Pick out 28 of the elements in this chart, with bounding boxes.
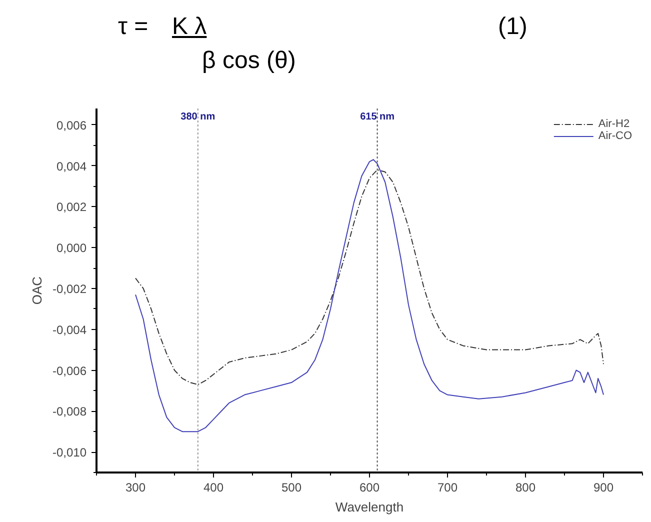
y-tick-label: 0,000: [56, 241, 87, 256]
y-tick-label: -0,002: [52, 282, 87, 296]
y-tick-label: -0,010: [52, 446, 87, 460]
y-tick-label: -0,008: [52, 404, 87, 419]
x-tick-label: 800: [515, 480, 536, 494]
y-tick-label: 0,004: [56, 159, 87, 174]
x-tick-label: 700: [437, 480, 458, 494]
legend-label: Air-H2: [598, 118, 630, 130]
ref-line-label: 615 nm: [360, 112, 395, 122]
x-tick-label: 300: [125, 480, 146, 494]
text: τ =: [118, 12, 148, 42]
x-tick-label: 500: [281, 480, 302, 494]
x-tick-label: 400: [203, 480, 224, 494]
y-tick-label: -0,004: [52, 322, 87, 337]
line-series: [135, 169, 604, 386]
text: (1): [498, 12, 528, 42]
x-axis-title: Wavelength: [335, 500, 404, 514]
y-tick-label: -0,006: [52, 364, 87, 378]
text: K λ: [172, 12, 207, 42]
ref-line-label: 380 nm: [180, 112, 216, 122]
x-tick-label: 600: [359, 480, 380, 494]
y-tick-label: 0,002: [56, 200, 87, 214]
legend-label: Air-CO: [598, 130, 632, 142]
y-axis-title: OAC: [29, 276, 44, 305]
line-series: [135, 159, 604, 432]
text: β cos (θ): [202, 46, 296, 76]
x-tick-label: 900: [593, 480, 614, 494]
y-tick-label: 0,006: [56, 118, 87, 132]
